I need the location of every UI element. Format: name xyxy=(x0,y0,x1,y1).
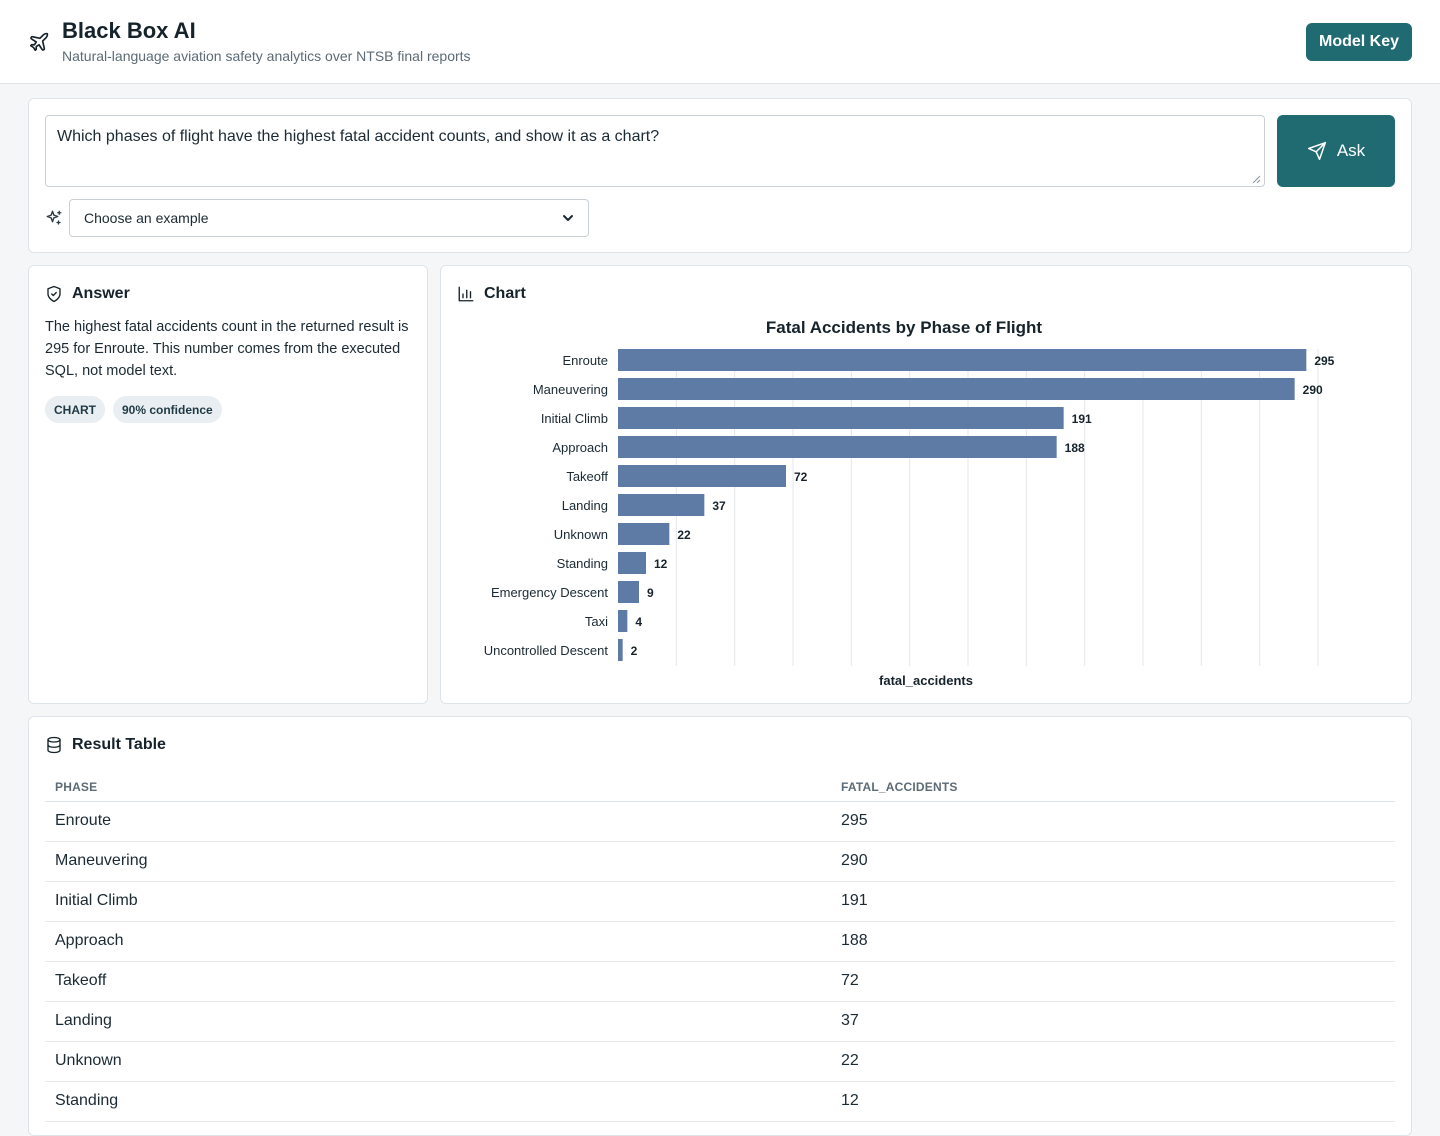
bar[interactable] xyxy=(618,523,670,545)
chart-badge: CHART xyxy=(45,396,105,423)
table-row: Maneuvering 290 xyxy=(45,841,1395,882)
category-label: Emergency Descent xyxy=(491,585,608,600)
table-row: Approach 188 xyxy=(45,921,1395,962)
confidence-badge: 90% confidence xyxy=(113,396,222,423)
data-label: 4 xyxy=(635,615,642,629)
chart-card: Enroute 295 Maneuvering 290 Initial Climb 191… xyxy=(440,265,1412,704)
chart-title: Fatal Accidents by Phase of Flight xyxy=(766,318,1042,337)
bar[interactable] xyxy=(618,436,1057,458)
cell-phase: Approach xyxy=(45,921,831,962)
query-card: Which phases of flight have the highest … xyxy=(28,98,1412,253)
cell-phase: Enroute xyxy=(45,801,831,842)
chart-heading: Chart xyxy=(457,285,526,303)
data-label: 191 xyxy=(1072,412,1092,426)
table-heading-label: Result Table xyxy=(72,736,166,753)
table-row: Standing 12 xyxy=(45,1081,1395,1122)
data-label: 2 xyxy=(631,644,638,658)
answer-heading: Answer xyxy=(45,285,130,303)
category-label: Maneuvering xyxy=(533,382,608,397)
airplane-icon xyxy=(29,32,49,52)
data-label: 295 xyxy=(1314,354,1334,368)
chart-grid xyxy=(675,349,1319,666)
bar[interactable] xyxy=(618,465,786,487)
table-header-row: PHASE FATAL_ACCIDENTS xyxy=(45,773,1395,802)
cell-phase: Maneuvering xyxy=(45,841,831,882)
bar[interactable] xyxy=(618,494,705,516)
x-axis-label: fatal_accidents xyxy=(879,673,973,688)
answer-card: Answer The highest fatal accidents count… xyxy=(28,265,428,704)
cell-phase: Initial Climb xyxy=(45,881,831,922)
table-row: Enroute 295 xyxy=(45,801,1395,842)
cell-fatal-accidents: 191 xyxy=(831,881,1395,922)
ask-button[interactable]: Ask xyxy=(1277,115,1395,187)
result-table-card: Result Table PHASE FATAL_ACCIDENTS Enrou… xyxy=(28,716,1412,1136)
category-label: Enroute xyxy=(562,353,608,368)
category-label: Initial Climb xyxy=(541,411,608,426)
cell-phase: Standing xyxy=(45,1081,831,1122)
category-label: Landing xyxy=(562,498,608,513)
answer-heading-label: Answer xyxy=(72,285,130,302)
table-row: Unknown 22 xyxy=(45,1041,1395,1082)
chart-bars: Enroute 295 Maneuvering 290 Initial Climb 191… xyxy=(484,349,1335,661)
send-icon xyxy=(1307,141,1326,161)
bar[interactable] xyxy=(618,552,646,574)
answer-badges: CHART 90% confidence xyxy=(45,396,222,423)
category-label: Uncontrolled Descent xyxy=(484,643,609,658)
answer-text: The highest fatal accidents count in the… xyxy=(45,319,409,379)
resize-grip-icon[interactable] xyxy=(1251,174,1261,184)
model-key-button[interactable]: Model Key xyxy=(1306,23,1412,61)
data-label: 22 xyxy=(677,528,691,542)
ask-label: Ask xyxy=(1336,141,1366,160)
table-row: Initial Climb 191 xyxy=(45,881,1395,922)
table-row: Takeoff 72 xyxy=(45,961,1395,1002)
table-body: Enroute 295 Maneuvering 290 Initial Climb 191… xyxy=(45,801,1395,1122)
category-label: Takeoff xyxy=(566,469,608,484)
cell-fatal-accidents: 22 xyxy=(831,1041,1395,1082)
data-label: 188 xyxy=(1065,441,1085,455)
app-title: Black Box AI xyxy=(62,18,196,43)
table-row: Landing 37 xyxy=(45,1001,1395,1042)
cell-fatal-accidents: 290 xyxy=(831,841,1395,882)
data-label: 12 xyxy=(654,557,668,571)
data-label: 290 xyxy=(1303,383,1323,397)
cell-phase: Unknown xyxy=(45,1041,831,1082)
top-bar: Black Box AI Natural-language aviation s… xyxy=(0,0,1440,84)
cell-fatal-accidents: 12 xyxy=(831,1081,1395,1122)
bar-chart: Enroute 295 Maneuvering 290 Initial Climb 191… xyxy=(484,318,1335,688)
cell-fatal-accidents: 295 xyxy=(831,801,1395,842)
chevron-down-icon xyxy=(563,215,573,221)
example-select[interactable]: Choose an example xyxy=(69,199,589,237)
bar[interactable] xyxy=(618,610,628,632)
data-label: 72 xyxy=(794,470,808,484)
bar[interactable] xyxy=(618,581,639,603)
column-header-fatal-accidents: FATAL_ACCIDENTS xyxy=(831,773,1395,802)
app-subtitle: Natural-language aviation safety analyti… xyxy=(62,48,471,64)
sparkles-icon xyxy=(46,210,62,225)
cell-fatal-accidents: 37 xyxy=(831,1001,1395,1042)
bar[interactable] xyxy=(618,407,1064,429)
chart-heading-label: Chart xyxy=(484,285,526,302)
category-label: Approach xyxy=(552,440,608,455)
example-select-value: Choose an example xyxy=(84,210,209,226)
bar[interactable] xyxy=(618,639,623,661)
cell-phase: Takeoff xyxy=(45,961,831,1002)
bar[interactable] xyxy=(618,349,1307,371)
result-table: PHASE FATAL_ACCIDENTS Enroute 295 Maneuver… xyxy=(45,773,1395,1122)
category-label: Taxi xyxy=(585,614,608,629)
bar-chart-icon xyxy=(458,286,474,302)
category-label: Unknown xyxy=(554,527,608,542)
table-heading: Result Table xyxy=(45,736,166,754)
column-header-phase: PHASE xyxy=(45,773,831,802)
database-icon xyxy=(47,736,61,754)
shield-check-icon xyxy=(47,285,61,303)
category-label: Standing xyxy=(557,556,608,571)
cell-phase: Landing xyxy=(45,1001,831,1042)
cell-fatal-accidents: 72 xyxy=(831,961,1395,1002)
bar[interactable] xyxy=(618,378,1295,400)
data-label: 37 xyxy=(712,499,726,513)
question-input[interactable]: Which phases of flight have the highest … xyxy=(45,115,1265,187)
data-label: 9 xyxy=(647,586,654,600)
cell-fatal-accidents: 188 xyxy=(831,921,1395,962)
